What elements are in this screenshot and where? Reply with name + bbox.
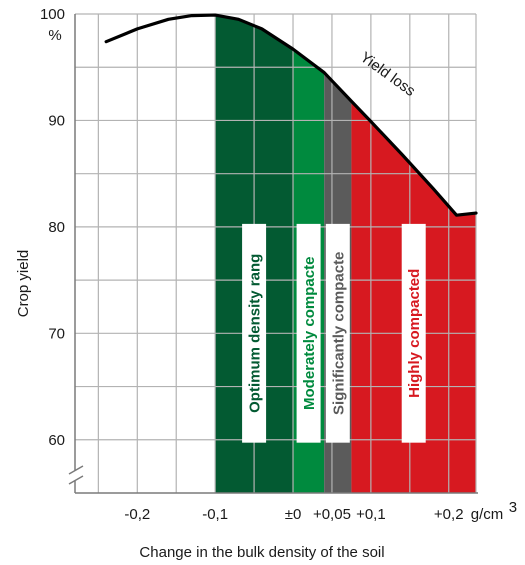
y-tick-label: 70 bbox=[48, 325, 65, 342]
y-unit-label: % bbox=[48, 27, 61, 44]
x-tick-label: ±0 bbox=[285, 506, 302, 523]
yield-curve-layer bbox=[104, 13, 478, 217]
x-tick-label: +0,1 bbox=[356, 506, 386, 523]
band-1-label: Optimum density rang bbox=[247, 254, 264, 413]
band-3-label-box bbox=[325, 223, 350, 443]
band-1-label-box bbox=[242, 223, 267, 443]
y-tick-label: 80 bbox=[48, 219, 65, 236]
yield-curve bbox=[104, 13, 478, 217]
band-4-label: Highly compacted bbox=[406, 269, 423, 398]
x-unit-superscript: 3 bbox=[509, 499, 517, 516]
x-tick-label: +0,2 bbox=[434, 506, 464, 523]
y-axis-break bbox=[68, 465, 84, 485]
y-tick-label: 100 bbox=[40, 6, 65, 23]
y-tick-label: 60 bbox=[48, 432, 65, 449]
band-4-label-box bbox=[401, 223, 426, 443]
band-2-label-box bbox=[296, 223, 321, 443]
x-tick-label: -0,1 bbox=[202, 506, 228, 523]
axes bbox=[68, 14, 478, 494]
y-tick-label: 90 bbox=[48, 112, 65, 129]
band-2-label: Moderately compacte bbox=[301, 257, 318, 410]
x-tick-label: +0,05 bbox=[313, 506, 351, 523]
band-3-label: Significantly compacte bbox=[330, 252, 347, 415]
curve-label: Yield loss bbox=[357, 49, 418, 100]
x-unit-label: g/cm bbox=[471, 506, 504, 523]
x-tick-label: -0,2 bbox=[124, 506, 150, 523]
y-axis-title: Crop yield bbox=[15, 250, 32, 318]
x-axis-title: Change in the bulk density of the soil bbox=[139, 544, 384, 561]
